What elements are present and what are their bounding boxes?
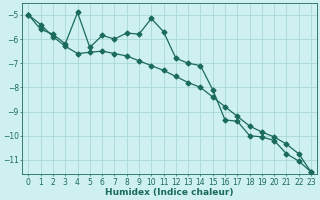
X-axis label: Humidex (Indice chaleur): Humidex (Indice chaleur) — [106, 188, 234, 197]
